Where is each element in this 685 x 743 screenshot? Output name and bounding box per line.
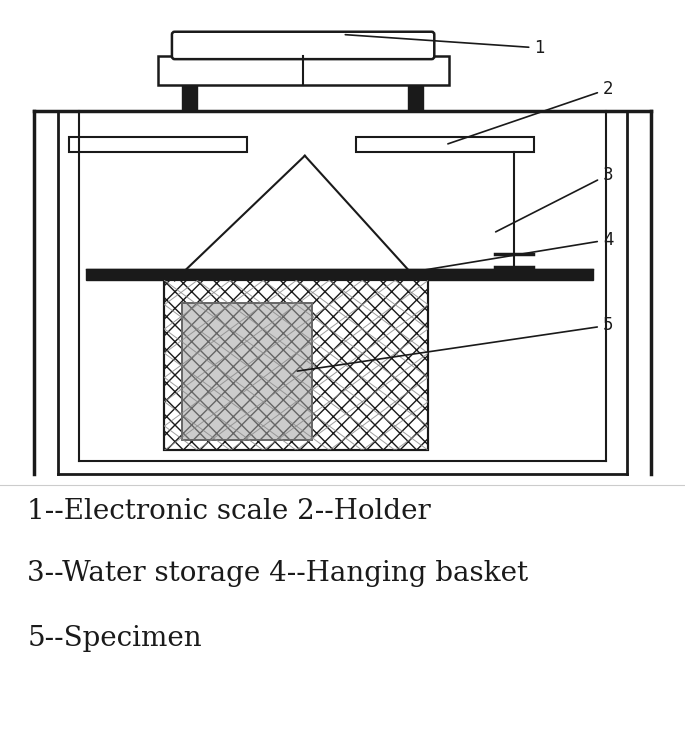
Bar xyxy=(164,280,428,450)
Bar xyxy=(408,85,423,111)
Text: 1--Electronic scale 2--Holder: 1--Electronic scale 2--Holder xyxy=(27,499,431,525)
Bar xyxy=(158,56,449,85)
Text: 2: 2 xyxy=(448,80,614,144)
FancyBboxPatch shape xyxy=(172,32,434,59)
Bar xyxy=(182,303,312,440)
Bar xyxy=(164,280,428,450)
Bar xyxy=(86,269,593,280)
Bar xyxy=(182,85,197,111)
Text: 5: 5 xyxy=(297,317,613,371)
Text: 1: 1 xyxy=(345,35,545,57)
Text: 5--Specimen: 5--Specimen xyxy=(27,625,202,652)
Text: 3--Water storage 4--Hanging basket: 3--Water storage 4--Hanging basket xyxy=(27,560,529,587)
Bar xyxy=(356,137,534,152)
Text: 4: 4 xyxy=(414,231,613,272)
Bar xyxy=(182,303,312,440)
Text: 3: 3 xyxy=(496,166,614,232)
Bar xyxy=(68,137,247,152)
